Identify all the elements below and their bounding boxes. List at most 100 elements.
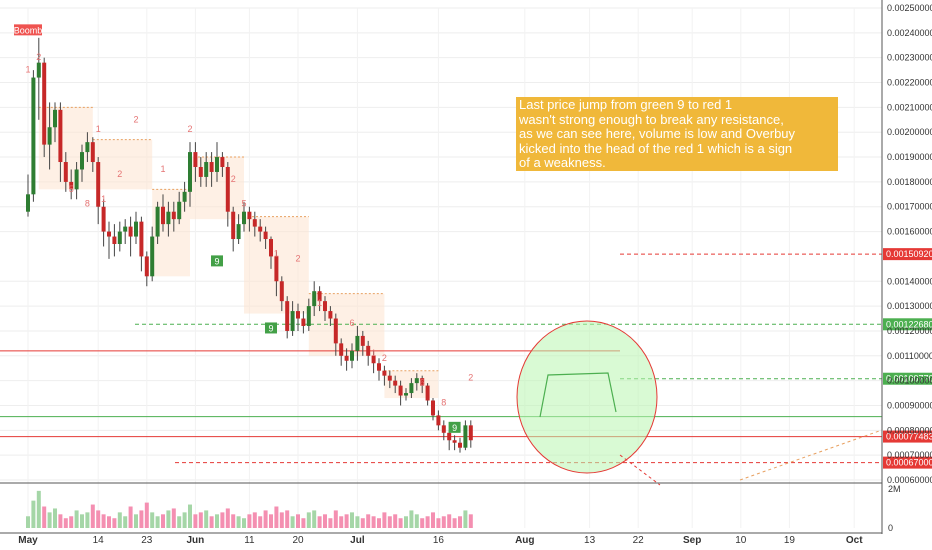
volume-bar	[344, 514, 349, 528]
price-level-label: 0.00067000	[886, 458, 932, 468]
y-tick-label: 0.00210000	[887, 102, 932, 112]
y-tick-label: 0.00190000	[887, 152, 932, 162]
price-level-tag	[883, 372, 932, 385]
sequence-count: 5	[241, 199, 246, 209]
price-level-label: 0.00077483	[886, 432, 932, 442]
volume-bar	[463, 510, 468, 528]
candle-body	[74, 169, 79, 190]
sequence-count: 6	[420, 378, 425, 388]
volume-bar	[155, 516, 160, 528]
candle-body	[69, 181, 74, 190]
candle-body	[468, 425, 473, 441]
candle-body	[441, 425, 446, 433]
volume-bar	[161, 514, 165, 528]
candle-body	[355, 335, 360, 351]
volume-bar	[36, 490, 41, 528]
candle-body	[161, 206, 165, 225]
x-tick-label: Oct	[846, 535, 863, 546]
volume-bar	[371, 516, 376, 528]
volume-bar	[409, 510, 414, 528]
volume-bar	[414, 514, 419, 528]
sequence-count: 1	[317, 298, 322, 308]
candle-body	[306, 306, 311, 326]
volume-bar	[258, 516, 263, 528]
candle-body	[290, 311, 295, 331]
x-tick-label: 16	[433, 535, 445, 546]
channel-outline	[539, 372, 617, 418]
volume-bar	[166, 510, 171, 528]
sequence-count: 2	[468, 373, 473, 383]
candle-body	[80, 152, 84, 170]
candle-body	[107, 231, 111, 237]
sequence-badge-label: 9	[452, 423, 457, 433]
candle-body	[90, 142, 95, 163]
candle-body	[231, 211, 236, 240]
candle-body	[350, 350, 354, 361]
volume-bar	[107, 516, 111, 528]
sequence-badge	[448, 421, 461, 433]
volume-bar	[26, 516, 30, 528]
volume-bar	[333, 510, 338, 528]
volume-bar	[63, 518, 68, 528]
candle-body	[458, 442, 462, 448]
sequence-badge	[14, 24, 42, 36]
candle-body	[436, 415, 441, 426]
candle-body	[312, 291, 317, 307]
candle-body	[134, 221, 138, 237]
candle-body	[447, 432, 452, 441]
volume-bar	[269, 514, 273, 528]
volume-bar	[279, 512, 284, 528]
y-tick-label: 0.00070000	[887, 450, 932, 460]
volume-bar	[53, 508, 57, 528]
volume-bar	[387, 516, 392, 528]
y-tick-label: 0.00180000	[887, 177, 932, 187]
x-tick-label: 23	[141, 535, 153, 546]
candle-body	[182, 191, 187, 202]
volume-bar	[436, 518, 441, 528]
volume-bar	[290, 516, 295, 528]
volume-bar	[220, 512, 225, 528]
volume-bar	[452, 518, 457, 528]
sequence-count: 5	[69, 184, 74, 194]
x-tick-label: 14	[93, 535, 105, 546]
sequence-badge-label: 9	[214, 256, 219, 266]
volume-bar	[128, 506, 133, 528]
volume-bar	[198, 512, 203, 528]
sequence-count: 2	[187, 124, 192, 134]
sequence-count: 6	[349, 318, 354, 328]
price-level-label: 0.00122680	[886, 319, 932, 329]
candle-body	[58, 109, 63, 163]
volume-bar	[171, 508, 176, 528]
volume-bar	[182, 512, 187, 528]
candle-body	[279, 281, 284, 302]
candle-body	[85, 142, 90, 153]
volume-bar	[458, 516, 462, 528]
candle-body	[382, 370, 387, 376]
candle-body	[387, 375, 392, 381]
sequence-count: 2	[382, 353, 387, 363]
x-tick-label: 10	[735, 535, 747, 546]
sequence-count: 2	[295, 253, 300, 263]
candle-body	[420, 378, 425, 386]
volume-bar	[177, 516, 182, 528]
y-tick-label: 0.00060000	[887, 475, 932, 485]
volume-bar	[328, 518, 333, 528]
volume-bar	[355, 516, 360, 528]
sequence-badge-label: 9	[268, 323, 273, 333]
candle-body	[155, 206, 160, 237]
price-level-tag	[883, 430, 932, 443]
volume-bar	[225, 508, 230, 528]
candle-body	[263, 231, 268, 240]
volume-bar	[252, 512, 257, 528]
volume-bar	[360, 518, 365, 528]
annotation-note: Last price jump from green 9 to red 1 wa…	[516, 97, 838, 171]
y-tick-label: 0.00240000	[887, 28, 932, 38]
candle-body	[139, 221, 144, 257]
candle-body	[112, 236, 117, 244]
candle-body	[117, 231, 122, 244]
x-tick-label: 20	[292, 535, 304, 546]
volume-bar	[85, 512, 90, 528]
candle-body	[53, 109, 57, 128]
